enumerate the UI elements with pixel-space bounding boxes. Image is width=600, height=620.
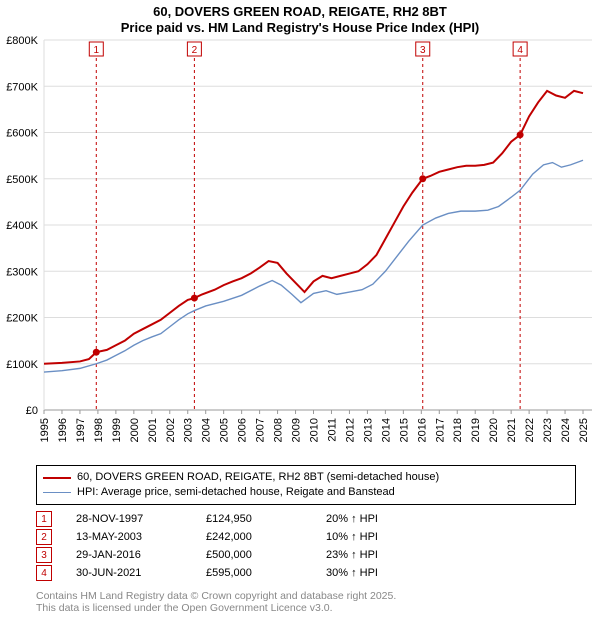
legend-swatch-price-paid [43,477,71,479]
event-marker-label: 2 [192,45,198,56]
attribution-footer: Contains HM Land Registry data © Crown c… [36,590,396,614]
y-tick-label: £700K [6,81,38,93]
sales-row-pct: 23% ↑ HPI [326,549,436,561]
footer-line2: This data is licensed under the Open Gov… [36,602,396,614]
x-tick-label: 2013 [362,418,374,442]
x-tick-label: 2016 [416,418,428,442]
event-dot [191,295,198,302]
x-tick-label: 2003 [183,418,195,442]
x-tick-label: 2012 [344,418,356,442]
x-tick-label: 2000 [129,418,141,442]
x-tick-label: 2025 [578,418,590,442]
event-marker-label: 3 [420,45,426,56]
sales-row-price: £242,000 [206,531,326,543]
y-tick-label: £200K [6,313,38,325]
legend-box: 60, DOVERS GREEN ROAD, REIGATE, RH2 8BT … [36,465,576,505]
x-tick-label: 2001 [147,418,159,442]
sales-row-date: 28-NOV-1997 [76,513,206,525]
event-dot [419,175,426,182]
sales-row-marker: 1 [36,511,52,527]
x-tick-label: 2002 [165,418,177,442]
y-tick-label: £600K [6,128,38,140]
event-dot [93,349,100,356]
sales-row-price: £500,000 [206,549,326,561]
sales-row-marker: 3 [36,547,52,563]
sales-row-marker: 2 [36,529,52,545]
x-tick-label: 2022 [524,418,536,442]
sales-row-date: 29-JAN-2016 [76,549,206,561]
x-tick-label: 1998 [93,418,105,442]
x-tick-label: 2020 [488,418,500,442]
sales-row-pct: 20% ↑ HPI [326,513,436,525]
sales-row-pct: 10% ↑ HPI [326,531,436,543]
x-tick-label: 2019 [470,418,482,442]
sales-row: 2 13-MAY-2003£242,00010% ↑ HPI [36,528,436,546]
x-tick-label: 2007 [255,418,267,442]
legend-item-hpi: HPI: Average price, semi-detached house,… [43,485,569,500]
legend-label-price-paid: 60, DOVERS GREEN ROAD, REIGATE, RH2 8BT … [77,470,439,485]
x-tick-label: 2015 [398,418,410,442]
sales-row: 3 29-JAN-2016£500,00023% ↑ HPI [36,546,436,564]
event-marker-label: 1 [94,45,100,56]
x-tick-label: 2014 [380,418,392,442]
x-tick-label: 1999 [111,418,123,442]
x-tick-label: 2024 [560,418,572,442]
y-tick-label: £100K [6,359,38,371]
sales-row-pct: 30% ↑ HPI [326,567,436,579]
sales-row-marker: 4 [36,565,52,581]
event-dot [517,131,524,138]
x-tick-label: 2017 [434,418,446,442]
x-tick-label: 2006 [237,418,249,442]
y-tick-label: £300K [6,266,38,278]
legend-item-price-paid: 60, DOVERS GREEN ROAD, REIGATE, RH2 8BT … [43,470,569,485]
x-tick-label: 2011 [326,418,338,442]
event-marker-label: 4 [517,45,523,56]
footer-line1: Contains HM Land Registry data © Crown c… [36,590,396,602]
x-tick-label: 2010 [309,418,321,442]
x-tick-label: 2018 [452,418,464,442]
x-tick-label: 1995 [39,418,51,442]
y-tick-label: £800K [6,35,38,47]
y-tick-label: £500K [6,174,38,186]
x-tick-label: 2023 [542,418,554,442]
x-tick-label: 2004 [201,418,213,442]
sales-row-date: 13-MAY-2003 [76,531,206,543]
sales-row-price: £595,000 [206,567,326,579]
sales-row-date: 30-JUN-2021 [76,567,206,579]
x-tick-label: 2021 [506,418,518,442]
y-tick-label: £0 [26,405,38,417]
sales-row: 1 28-NOV-1997£124,95020% ↑ HPI [36,510,436,528]
y-tick-label: £400K [6,220,38,232]
x-tick-label: 1996 [57,418,69,442]
sales-table: 1 28-NOV-1997£124,95020% ↑ HPI 2 13-MAY-200… [36,510,436,582]
x-tick-label: 2005 [219,418,231,442]
sales-row-price: £124,950 [206,513,326,525]
legend-label-hpi: HPI: Average price, semi-detached house,… [77,485,395,500]
x-tick-label: 2008 [273,418,285,442]
sales-row: 4 30-JUN-2021£595,00030% ↑ HPI [36,564,436,582]
x-tick-label: 1997 [75,418,87,442]
legend-swatch-hpi [43,492,71,493]
x-tick-label: 2009 [291,418,303,442]
